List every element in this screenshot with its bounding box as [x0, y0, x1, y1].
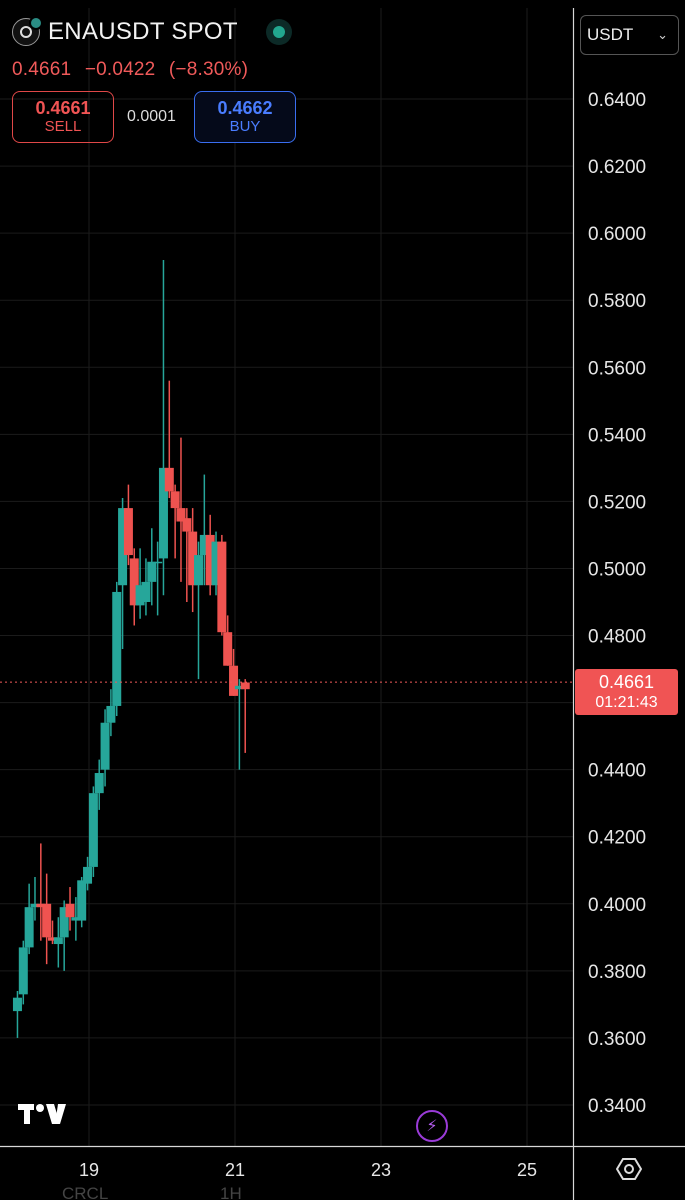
- sell-button[interactable]: 0.4661 SELL: [12, 91, 114, 143]
- y-tick-label: 0.4800: [588, 627, 646, 648]
- candle-up: [71, 897, 81, 941]
- candle-down: [176, 437, 186, 582]
- sell-price: 0.4661: [35, 98, 91, 118]
- candle-up: [100, 709, 110, 787]
- candle-up: [135, 548, 145, 619]
- currency-value: USDT: [587, 25, 634, 44]
- candle-up: [141, 558, 151, 616]
- price-change-pct: (−8.30%): [168, 59, 249, 80]
- candle-down: [217, 534, 227, 636]
- price-axis[interactable]: 0.6400 0.6200 0.6000 0.5800 0.5600 0.5400 0.52…: [588, 90, 646, 1117]
- y-tick-label: 0.5600: [588, 358, 646, 379]
- coin-icon: [12, 16, 43, 46]
- x-tick-label: 25: [517, 1160, 537, 1180]
- candle-down: [123, 484, 133, 566]
- lightning-bolt-icon[interactable]: ⚡: [416, 1110, 448, 1142]
- y-tick-label: 0.4200: [588, 828, 646, 849]
- x-tick-label: 23: [371, 1160, 391, 1180]
- currency-selector[interactable]: USDT ⌄: [580, 15, 679, 55]
- candle-up: [211, 531, 221, 596]
- candle-up: [194, 541, 203, 680]
- last-price: 0.4661: [12, 59, 72, 80]
- y-tick-label: 0.3800: [588, 962, 646, 983]
- y-tick-label: 0.5200: [588, 492, 646, 513]
- y-tick-label: 0.6400: [588, 90, 646, 111]
- symbol-header[interactable]: ENAUSDT SPOT: [12, 16, 292, 46]
- candle-up: [94, 759, 104, 810]
- candle-up: [30, 876, 40, 921]
- candle-up: [83, 856, 93, 891]
- symbol-title: ENAUSDT SPOT: [48, 18, 238, 45]
- y-tick-label: 0.3400: [588, 1096, 646, 1117]
- candle-down: [129, 548, 139, 626]
- candle-down: [36, 843, 46, 941]
- partial-label-interval: 1H: [220, 1184, 242, 1200]
- candle-up: [59, 900, 69, 971]
- candle-down: [48, 920, 57, 945]
- spread-value: 0.0001: [127, 108, 176, 125]
- candle-down: [182, 508, 192, 602]
- candle-up: [199, 474, 209, 586]
- partial-label-symbol: CRCL: [62, 1184, 109, 1200]
- time-axis[interactable]: 19 21 23 25: [79, 1160, 537, 1180]
- y-tick-label: 0.4000: [588, 895, 646, 916]
- candle-countdown: 01:21:43: [595, 694, 658, 711]
- buy-button[interactable]: 0.4662 BUY: [194, 91, 296, 143]
- chevron-down-icon: ⌄: [657, 27, 668, 42]
- candle-up: [112, 581, 122, 717]
- y-tick-label: 0.6200: [588, 157, 646, 178]
- price-tag-value: 0.4661: [598, 672, 655, 692]
- candle-down: [229, 648, 239, 696]
- x-tick-label: 21: [225, 1160, 245, 1180]
- candle-up: [53, 917, 63, 968]
- tradingview-logo-icon[interactable]: [18, 1100, 68, 1126]
- candle-down: [223, 615, 233, 666]
- candle-down: [42, 873, 52, 965]
- candle-up: [88, 786, 98, 877]
- buy-price: 0.4662: [217, 98, 273, 118]
- candle-up: [147, 528, 157, 606]
- candles: [12, 259, 250, 1038]
- candle-down: [65, 887, 75, 931]
- y-tick-label: 0.5400: [588, 425, 646, 446]
- candle-up: [12, 990, 22, 1038]
- y-tick-label: 0.4400: [588, 761, 646, 782]
- y-tick-label: 0.5000: [588, 559, 646, 580]
- candle-up: [18, 940, 28, 1005]
- buy-label: BUY: [229, 118, 261, 135]
- candle-down: [170, 484, 180, 559]
- price-summary: 0.4661 −0.0422 (−8.30%): [12, 59, 256, 81]
- candle-down: [188, 508, 198, 613]
- candle-up: [77, 876, 87, 928]
- candle-up: [153, 541, 163, 616]
- candle-down: [240, 679, 250, 753]
- y-tick-label: 0.6000: [588, 224, 646, 245]
- candle-down: [205, 514, 215, 596]
- candle-down: [164, 380, 174, 499]
- price-change: −0.0422: [84, 59, 156, 80]
- candle-up: [158, 259, 168, 596]
- sell-label: SELL: [44, 118, 82, 135]
- y-tick-label: 0.3600: [588, 1029, 646, 1050]
- candle-up: [234, 679, 244, 770]
- candle-up: [24, 883, 34, 955]
- current-price-tag: 0.4661 01:21:43: [575, 669, 678, 715]
- x-tick-label: 19: [79, 1160, 99, 1180]
- chart-grid: [0, 8, 573, 1146]
- status-dot-icon: [265, 19, 292, 45]
- candle-up: [118, 498, 128, 649]
- y-tick-label: 0.5800: [588, 291, 646, 312]
- settings-hexagon-icon[interactable]: [616, 1156, 642, 1182]
- candle-up: [106, 689, 116, 737]
